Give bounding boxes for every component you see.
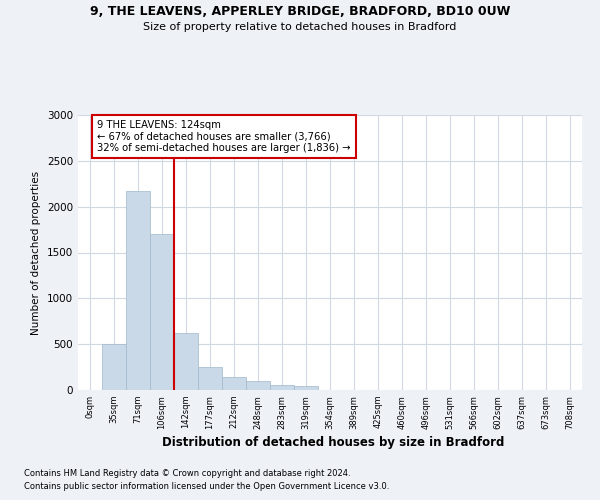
- Text: 9 THE LEAVENS: 124sqm
← 67% of detached houses are smaller (3,766)
32% of semi-d: 9 THE LEAVENS: 124sqm ← 67% of detached …: [97, 120, 350, 153]
- Bar: [270, 384, 294, 390]
- Bar: [198, 366, 222, 390]
- Bar: [222, 376, 246, 390]
- Text: 9, THE LEAVENS, APPERLEY BRIDGE, BRADFORD, BD10 0UW: 9, THE LEAVENS, APPERLEY BRIDGE, BRADFOR…: [90, 5, 510, 18]
- Text: Distribution of detached houses by size in Bradford: Distribution of detached houses by size …: [162, 436, 504, 449]
- Text: Size of property relative to detached houses in Bradford: Size of property relative to detached ho…: [143, 22, 457, 32]
- Bar: [150, 234, 174, 390]
- Text: Contains HM Land Registry data © Crown copyright and database right 2024.: Contains HM Land Registry data © Crown c…: [24, 468, 350, 477]
- Bar: [246, 381, 270, 390]
- Text: Contains public sector information licensed under the Open Government Licence v3: Contains public sector information licen…: [24, 482, 389, 491]
- Bar: [294, 386, 318, 390]
- Bar: [174, 333, 198, 390]
- Y-axis label: Number of detached properties: Number of detached properties: [31, 170, 41, 334]
- Bar: [126, 190, 150, 390]
- Bar: [102, 344, 126, 390]
